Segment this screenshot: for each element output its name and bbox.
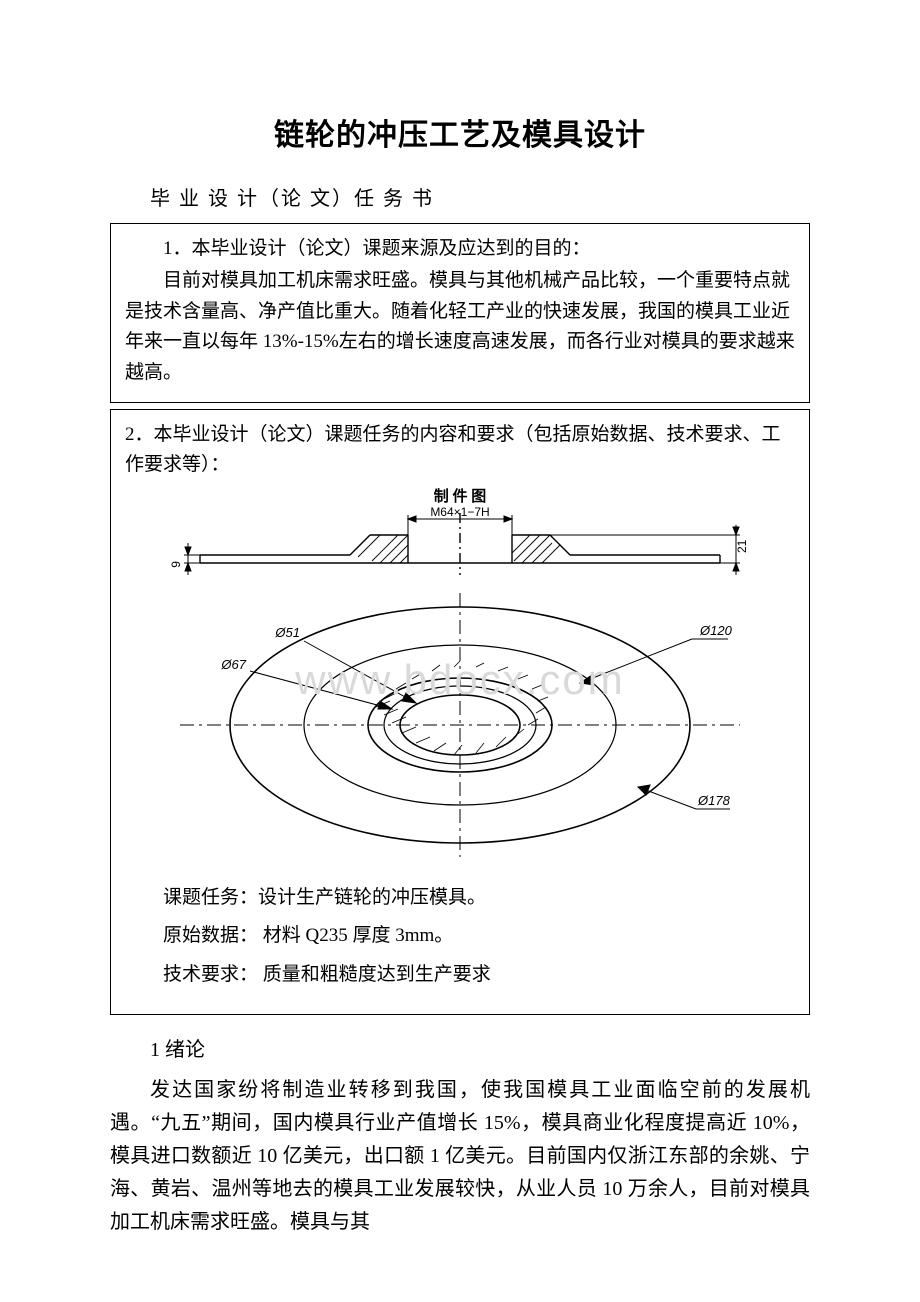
box1-paragraph: 目前对模具加工机床需求旺盛。模具与其他机械产品比较，一个重要特点就是技术含量高、… [125, 266, 795, 388]
section-1-paragraph: 发达国家纷将制造业转移到我国，使我国模具工业面临空前的发展机遇。“九五”期间，国… [110, 1074, 810, 1239]
plan-dimensions: Ø51 Ø67 Ø120 Ø178 [220, 623, 732, 809]
figure-title: 制 件 图 [434, 487, 487, 505]
part-drawing: 制 件 图 [140, 485, 780, 865]
plan-view [180, 593, 740, 857]
dim-9: 9 [169, 560, 183, 567]
task-book-subtitle: 毕 业 设 计（论 文）任 务 书 [150, 182, 810, 211]
dim-d51: Ø51 [274, 625, 300, 640]
section-box-1: 1．本毕业设计（论文）课题来源及应达到的目的： 目前对模具加工机床需求旺盛。模具… [110, 223, 810, 403]
figure-container: 制 件 图 [110, 485, 810, 865]
section-dimensions: M64×1−7H 9 21 [169, 505, 749, 575]
dim-d120: Ø120 [699, 623, 733, 638]
section-box-2-header: 2．本毕业设计（论文）课题任务的内容和要求（包括原始数据、技术要求、工作要求等）… [110, 409, 810, 485]
box2-heading: 2．本毕业设计（论文）课题任务的内容和要求（包括原始数据、技术要求、工作要求等）… [125, 420, 795, 481]
dim-21: 21 [735, 539, 749, 553]
dim-d67: Ø67 [220, 657, 246, 672]
section-box-2-body: 课题任务：设计生产链轮的冲压模具。 原始数据： 材料 Q235 厚度 3mm。 … [110, 865, 810, 1015]
dim-d178: Ø178 [697, 793, 731, 808]
section-1-heading: 1 绪论 [150, 1033, 810, 1062]
section-view [200, 513, 720, 575]
requirement-line: 技术要求： 质量和粗糙度达到生产要求 [125, 960, 795, 990]
page-title: 链轮的冲压工艺及模具设计 [110, 110, 810, 154]
data-line: 原始数据： 材料 Q235 厚度 3mm。 [125, 921, 795, 951]
box1-heading: 1．本毕业设计（论文）课题来源及应达到的目的： [125, 234, 795, 264]
task-line: 课题任务：设计生产链轮的冲压模具。 [125, 883, 795, 913]
dim-thread: M64×1−7H [430, 505, 489, 519]
